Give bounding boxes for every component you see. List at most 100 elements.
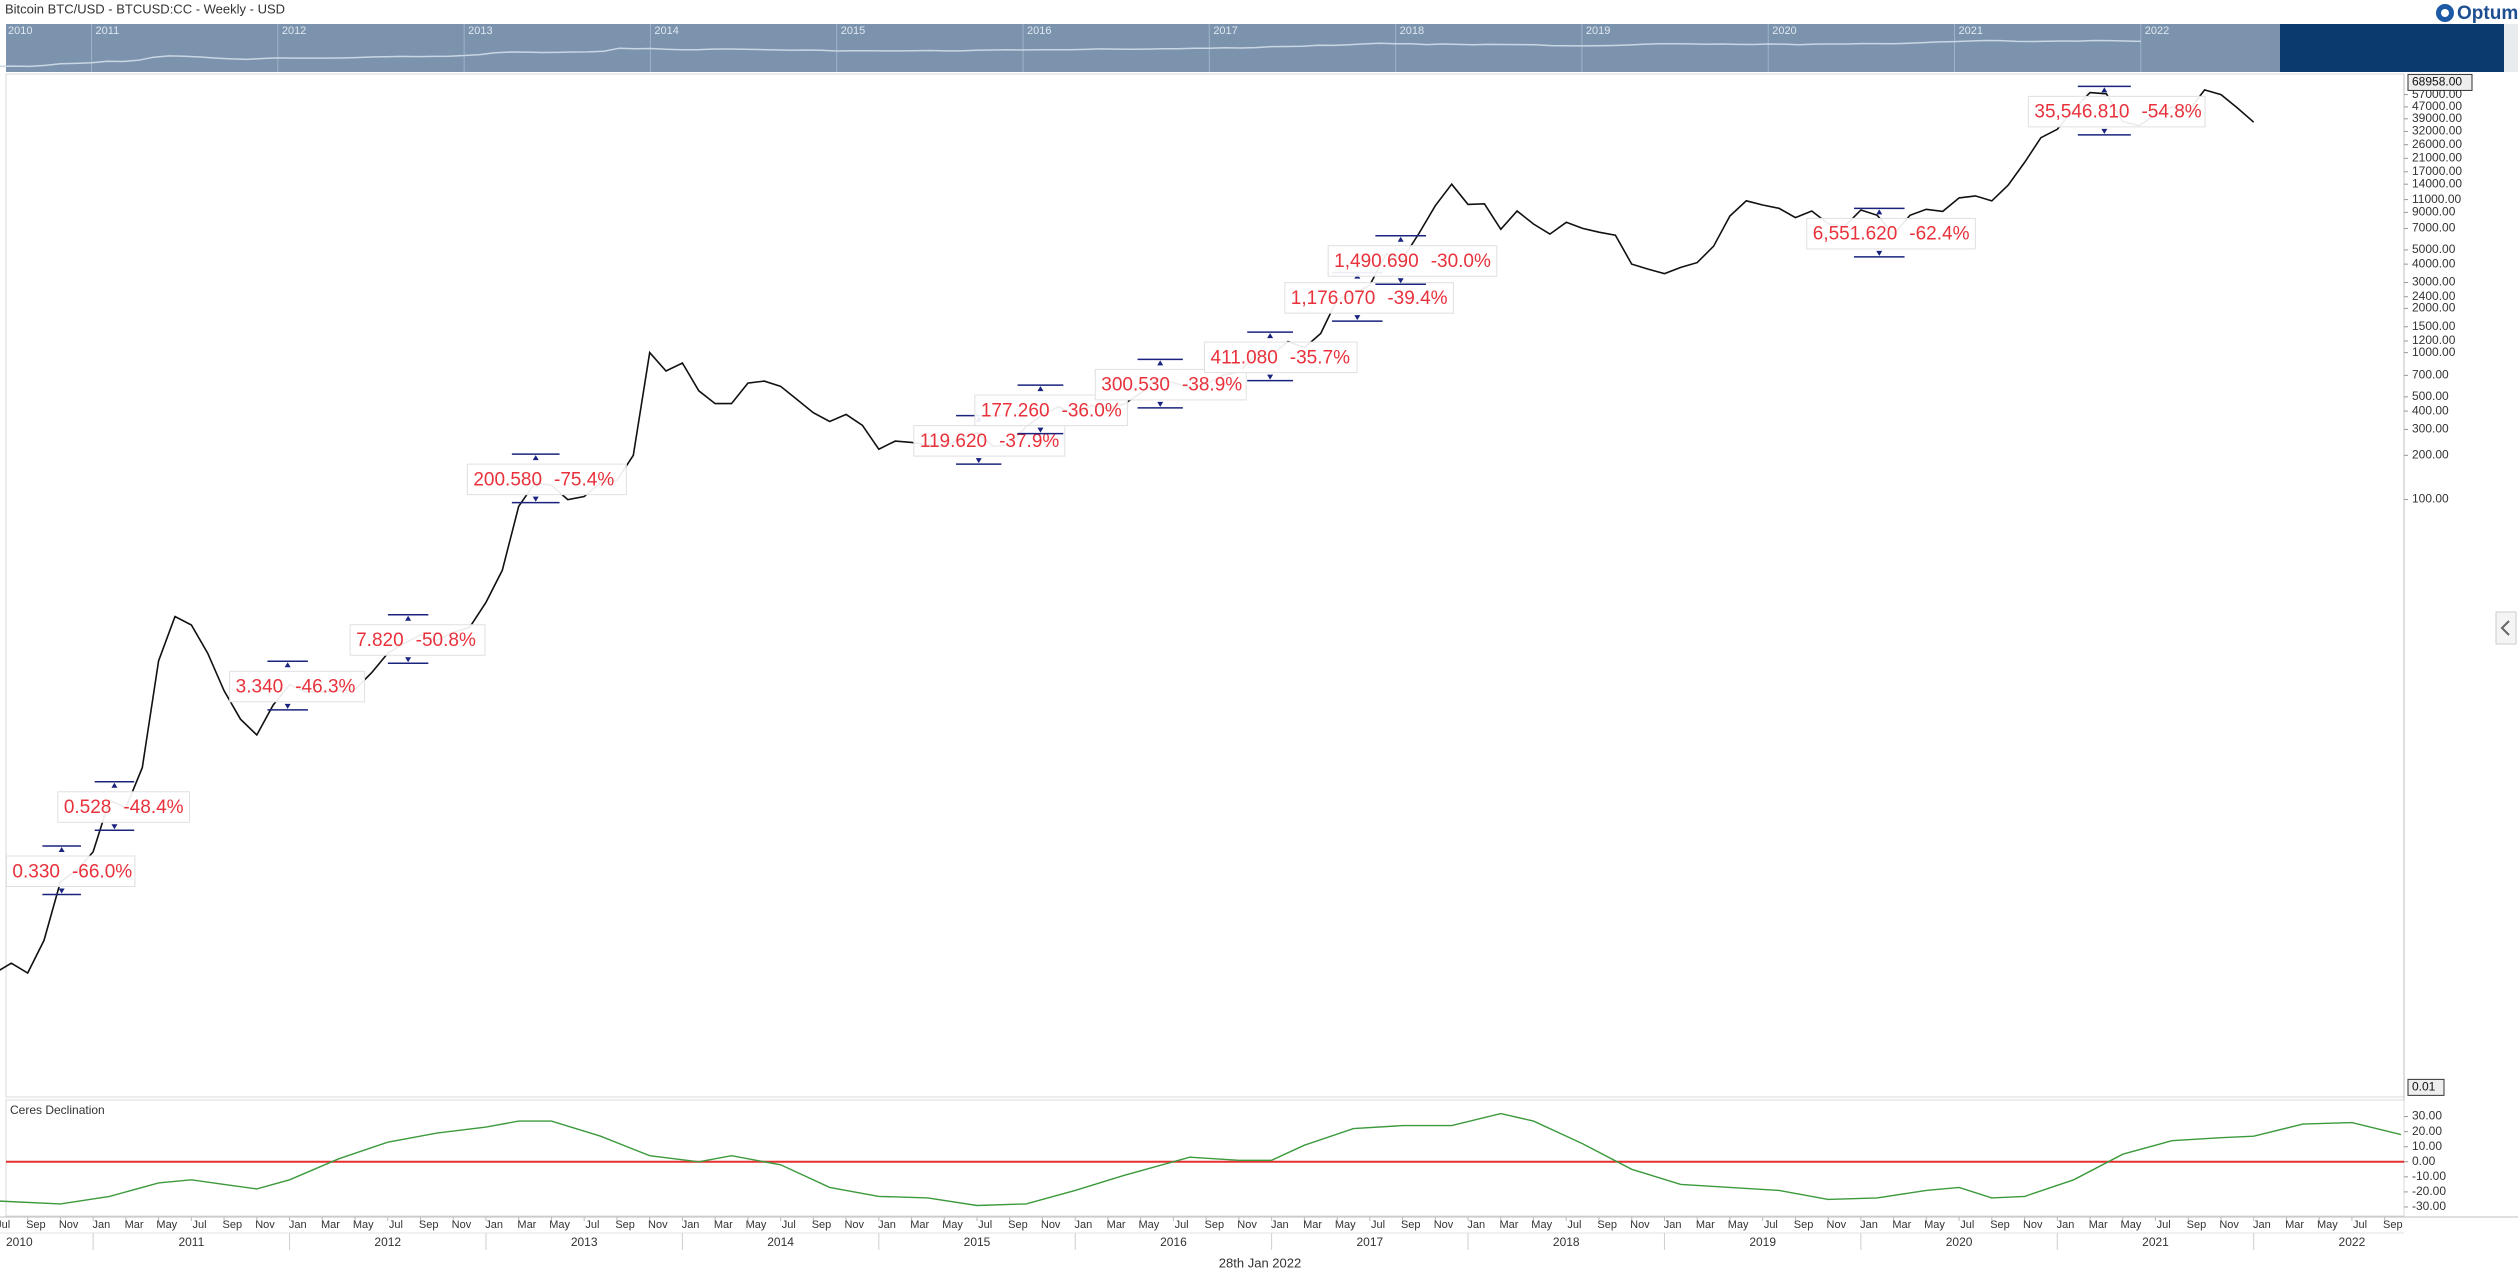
- y-tick-label: 4000.00: [2412, 256, 2456, 270]
- annotation: 35,546.810 -54.8%: [2034, 102, 2201, 123]
- x-tick-label: Jul: [1567, 1219, 1581, 1231]
- x-tick-label: Sep: [1401, 1219, 1421, 1231]
- annotation-box: [466, 463, 627, 496]
- annotation-change: -39.4%: [1387, 288, 1447, 309]
- annotation-change: -62.4%: [1909, 224, 1969, 245]
- year-label: 2010: [6, 1235, 33, 1249]
- annotation-amount: 119.620: [920, 431, 987, 452]
- x-tick-label: Jul: [2353, 1219, 2367, 1231]
- x-tick-label: Sep: [2187, 1219, 2207, 1231]
- navigator-line: [0, 39, 2141, 68]
- range-arrow: [1267, 374, 1274, 380]
- navigator-year: 2013: [468, 25, 492, 37]
- x-tick-label: Nov: [1434, 1219, 1454, 1231]
- range-arrow: [2101, 87, 2108, 93]
- x-tick-label: Jul: [1764, 1219, 1778, 1231]
- navigator-year: 2012: [282, 25, 306, 37]
- year-label: 2017: [1356, 1235, 1383, 1249]
- annotation-box: [1284, 282, 1454, 314]
- x-tick-label: Jan: [1271, 1219, 1289, 1231]
- navigator-year: 2011: [96, 25, 120, 37]
- y-tick-label: 300.00: [2412, 422, 2449, 436]
- range-arrow: [1397, 236, 1404, 242]
- footer-date: 28th Jan 2022: [1219, 1255, 1301, 1270]
- x-tick-label: Jul: [1371, 1219, 1385, 1231]
- x-tick-label: May: [1531, 1219, 1552, 1231]
- x-tick-label: May: [1138, 1219, 1159, 1231]
- annotation-change: -66.0%: [72, 861, 132, 882]
- y-tick-label: 1500.00: [2412, 319, 2456, 333]
- x-tick-label: Jan: [92, 1219, 110, 1231]
- range-arrow: [2101, 128, 2108, 134]
- annotation-change: -50.8%: [416, 630, 476, 651]
- y-tick-label: 2000.00: [2412, 301, 2456, 315]
- y-tick-label: -20.00: [2412, 1184, 2446, 1198]
- navigator-year: 2020: [1772, 25, 1796, 37]
- y-tick-label: 9000.00: [2412, 205, 2456, 219]
- navigator-handle[interactable]: [2504, 24, 2518, 72]
- x-tick-label: Mar: [1499, 1219, 1518, 1231]
- annotation-amount: 0.528: [64, 797, 112, 818]
- indicator-title: Ceres Declination: [10, 1103, 105, 1117]
- navigator-year: 2015: [841, 25, 865, 37]
- x-tick-label: Nov: [1827, 1219, 1847, 1231]
- x-tick-label: Mar: [2089, 1219, 2108, 1231]
- y-tick-label: 0.00: [2412, 1154, 2436, 1168]
- annotation-box: [2027, 95, 2206, 128]
- annotation-box: [5, 855, 136, 888]
- x-tick-label: Jan: [1075, 1219, 1093, 1231]
- annotation-change: -30.0%: [1431, 251, 1491, 272]
- range-arrow: [1037, 386, 1044, 392]
- navigator-year: 2010: [8, 25, 32, 37]
- x-tick-label: May: [353, 1219, 374, 1231]
- collapse-button[interactable]: [2495, 611, 2517, 645]
- price-line: [0, 1112, 2402, 1207]
- x-tick-label: Mar: [1892, 1219, 1911, 1231]
- y-tick-label: 700.00: [2412, 368, 2449, 382]
- annotation-change: -35.7%: [1290, 347, 1350, 368]
- annotation-change: -36.0%: [1062, 400, 1122, 421]
- x-tick-label: Jul: [978, 1219, 992, 1231]
- x-tick-label: Nov: [1630, 1219, 1650, 1231]
- navigator[interactable]: [6, 24, 2280, 72]
- axis-marker-label: 0.01: [2412, 1080, 2436, 1094]
- x-tick-label: Mar: [125, 1219, 144, 1231]
- range-arrow: [1876, 209, 1883, 215]
- y-tick-label: 14000.00: [2412, 176, 2462, 190]
- annotation-amount: 3.340: [236, 677, 284, 698]
- annotation: 0.330 -66.0%: [12, 861, 132, 882]
- y-tick-label: 200.00: [2412, 448, 2449, 462]
- collapse-button-box[interactable]: [2495, 611, 2517, 645]
- y-tick-label: 20.00: [2412, 1124, 2442, 1138]
- x-tick-label: May: [1728, 1219, 1749, 1231]
- annotation: 6,551.620 -62.4%: [1813, 224, 1970, 245]
- x-tick-label: May: [746, 1219, 767, 1231]
- navigator-year: 2019: [1586, 25, 1610, 37]
- indicator-panel: [5, 1099, 2405, 1217]
- y-tick-label: 2400.00: [2412, 289, 2456, 303]
- year-label: 2016: [1160, 1235, 1187, 1249]
- annotation: 1,176.070 -39.4%: [1291, 288, 1448, 309]
- x-tick-label: Nov: [1237, 1219, 1257, 1231]
- x-tick-label: Nov: [648, 1219, 668, 1231]
- navigator-window[interactable]: [2280, 24, 2504, 72]
- x-tick-label: Sep: [1205, 1219, 1225, 1231]
- range-arrow: [1267, 333, 1274, 339]
- annotation-change: -54.8%: [2141, 102, 2201, 123]
- annotation-box: [1806, 217, 1976, 250]
- annotation-change: -38.9%: [1182, 375, 1242, 396]
- x-tick-label: Nov: [844, 1219, 864, 1231]
- y-tick-label: -10.00: [2412, 1169, 2446, 1183]
- navigator-year: 2014: [654, 25, 678, 37]
- x-tick-label: Nov: [2023, 1219, 2043, 1231]
- y-tick-label: 39000.00: [2412, 111, 2462, 125]
- y-tick-label: 32000.00: [2412, 124, 2462, 138]
- x-tick-label: Jul: [585, 1219, 599, 1231]
- x-tick-label: Jul: [782, 1219, 796, 1231]
- annotation: 7.820 -50.8%: [356, 630, 476, 651]
- y-tick-label: 1200.00: [2412, 333, 2456, 347]
- range-arrow: [405, 615, 412, 621]
- x-tick-label: Sep: [419, 1219, 439, 1231]
- y-tick-label: 100.00: [2412, 492, 2449, 506]
- annotation: 119.620 -37.9%: [920, 431, 1060, 452]
